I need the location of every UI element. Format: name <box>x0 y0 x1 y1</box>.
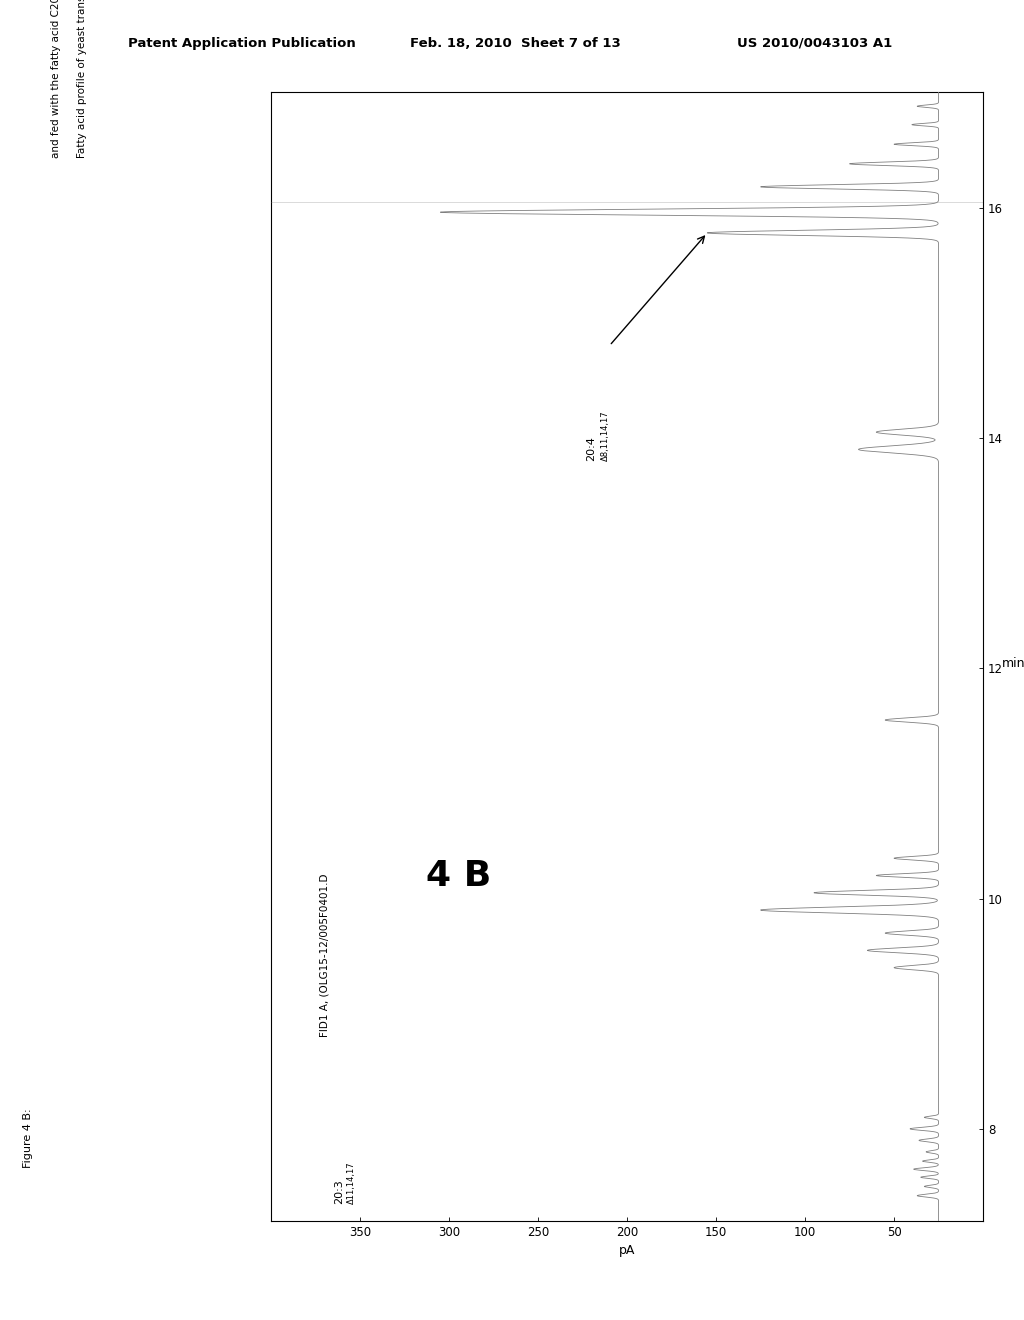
Text: Feb. 18, 2010  Sheet 7 of 13: Feb. 18, 2010 Sheet 7 of 13 <box>410 37 621 50</box>
Y-axis label: min: min <box>1002 657 1024 669</box>
Text: FID1 A, (OLG15-12/005F0401.D: FID1 A, (OLG15-12/005F0401.D <box>319 874 330 1036</box>
X-axis label: pA: pA <box>620 1245 635 1258</box>
Text: Δ11,14,17: Δ11,14,17 <box>347 1162 356 1204</box>
Text: and fed with the fatty acid C20:3Δ11,14,17 . The respective fatty acids are mark: and fed with the fatty acid C20:3Δ11,14,… <box>51 0 61 158</box>
Text: 4 B: 4 B <box>426 858 490 892</box>
Text: 20:4: 20:4 <box>587 436 597 461</box>
Text: 20:3: 20:3 <box>334 1179 344 1204</box>
Text: Figure 4 B:: Figure 4 B: <box>23 1109 33 1168</box>
Text: Δ8,11,14,17: Δ8,11,14,17 <box>601 411 610 461</box>
Text: Patent Application Publication: Patent Application Publication <box>128 37 355 50</box>
Text: Fatty acid profile of yeast transformed with the construct pYES2 (Figure 4 A) as: Fatty acid profile of yeast transformed … <box>77 0 87 158</box>
Text: US 2010/0043103 A1: US 2010/0043103 A1 <box>737 37 893 50</box>
